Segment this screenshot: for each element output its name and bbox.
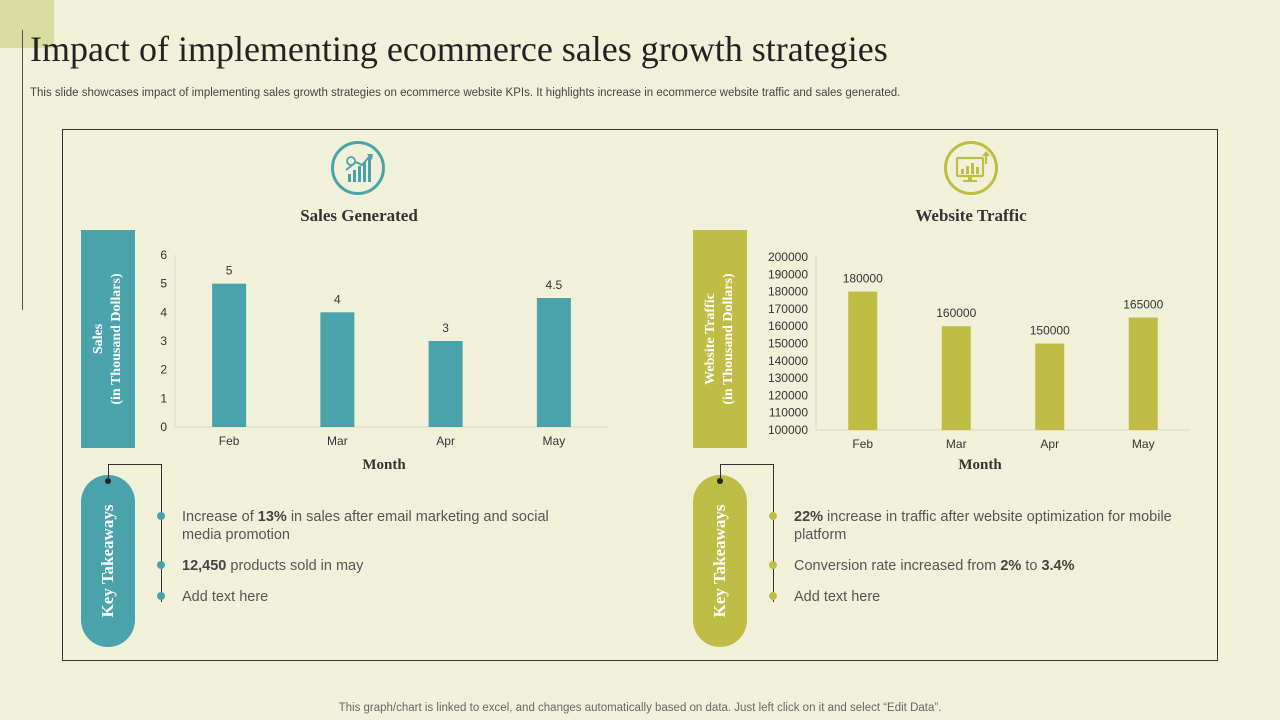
traffic-data-label: 160000 — [936, 306, 976, 320]
traffic-y-tick-label: 150000 — [768, 337, 808, 351]
traffic-bullet-2: Conversion rate increased from 2% to 3.4… — [794, 558, 1075, 574]
traffic-bar — [941, 326, 971, 430]
sales-bullet-3: Add text here — [182, 589, 269, 605]
traffic-x-tick-label: Apr — [1040, 437, 1059, 451]
traffic-bracket-line — [773, 464, 774, 602]
growth-chart-icon — [331, 141, 385, 195]
sales-bracket-top — [108, 464, 161, 465]
sales-bullet-dot — [157, 592, 165, 600]
sales-chart-title: Sales Generated — [300, 206, 418, 225]
traffic-y-tick-label: 160000 — [768, 319, 808, 333]
sales-bracket-stem — [108, 464, 109, 480]
sales-bar — [212, 283, 247, 427]
traffic-bullet-dot — [769, 561, 777, 569]
traffic-y-tick-label: 120000 — [768, 388, 808, 402]
sales-bracket-line — [161, 464, 162, 602]
monitor-analytics-icon — [944, 141, 998, 195]
sales-bar — [320, 312, 355, 427]
traffic-data-label: 165000 — [1123, 298, 1163, 312]
traffic-y-tick-label: 190000 — [768, 267, 808, 281]
sales-takeaways-label: Key Takeaways — [98, 504, 117, 618]
traffic-y-label-line1: Website Traffic — [703, 293, 718, 385]
sales-data-label: 3 — [442, 321, 449, 335]
sales-bar-chart: 0 1 2 3 4 5 6 5 Feb 4 Mar 3 Apr 4.5 May — [160, 248, 608, 448]
sales-y-tick-label: 1 — [160, 391, 167, 405]
content-frame — [62, 129, 1218, 661]
traffic-bar-chart: 100000 110000 120000 130000 140000 150000 1600… — [768, 250, 1190, 451]
traffic-x-tick-label: Mar — [946, 437, 967, 451]
sales-x-tick-label: Apr — [436, 434, 455, 448]
sales-x-tick-label: May — [543, 434, 566, 448]
traffic-y-tick-label: 130000 — [768, 371, 808, 385]
sales-x-tick-label: Feb — [219, 434, 240, 448]
traffic-bracket-top — [720, 464, 773, 465]
sales-bracket-dot — [105, 478, 111, 484]
traffic-bullet-dot — [769, 512, 777, 520]
sales-bullet-dot — [157, 512, 165, 520]
traffic-data-label: 150000 — [1030, 324, 1070, 338]
sales-y-label-line1: Sales — [91, 323, 106, 355]
traffic-y-tick-label: 170000 — [768, 302, 808, 316]
traffic-x-tick-label: Feb — [852, 437, 873, 451]
traffic-bar — [1035, 343, 1065, 430]
sales-bar — [428, 341, 463, 427]
sales-takeaways-pill: Key Takeaways — [81, 475, 135, 647]
corner-accent — [0, 0, 54, 48]
sales-y-tick-label: 5 — [160, 277, 167, 291]
sales-y-label-line2: (in Thousand Dollars) — [109, 273, 124, 405]
traffic-bracket-stem — [720, 464, 721, 480]
traffic-y-tick-label: 200000 — [768, 250, 808, 264]
traffic-data-label: 180000 — [843, 272, 883, 286]
traffic-y-tick-label: 180000 — [768, 285, 808, 299]
traffic-bullet-3: Add text here — [794, 589, 881, 605]
traffic-bar — [1128, 317, 1158, 430]
traffic-bullet-dot — [769, 592, 777, 600]
sales-bullet-dot — [157, 561, 165, 569]
sales-data-label: 5 — [226, 264, 233, 278]
traffic-y-label-line2: (in Thousand Dollars) — [721, 273, 736, 405]
traffic-chart-title: Website Traffic — [915, 206, 1027, 225]
sales-x-axis-label: Month — [362, 457, 406, 473]
page-subtitle: This slide showcases impact of implement… — [30, 87, 901, 99]
sales-data-label: 4 — [334, 292, 341, 306]
sales-data-label: 4.5 — [546, 278, 563, 292]
sales-y-tick-label: 2 — [160, 363, 167, 377]
title-rule — [22, 30, 23, 310]
traffic-y-axis-band: Website Traffic (in Thousand Dollars) — [693, 230, 747, 448]
sales-bullet-2: 12,450 products sold in may — [182, 558, 364, 574]
sales-y-tick-label: 3 — [160, 334, 167, 348]
sales-bar — [536, 298, 571, 427]
page-title: Impact of implementing ecommerce sales g… — [30, 29, 888, 69]
traffic-bullet-1: 22% increase in traffic after website op… — [794, 509, 1172, 543]
traffic-takeaways-pill: Key Takeaways — [693, 475, 747, 647]
sales-y-tick-label: 0 — [160, 420, 167, 434]
traffic-y-tick-label: 140000 — [768, 354, 808, 368]
footer-note: This graph/chart is linked to excel, and… — [338, 702, 942, 714]
sales-x-tick-label: Mar — [327, 434, 348, 448]
traffic-y-tick-label: 110000 — [769, 406, 808, 420]
sales-y-tick-label: 6 — [160, 248, 167, 262]
traffic-x-tick-label: May — [1132, 437, 1155, 451]
traffic-takeaways-label: Key Takeaways — [710, 504, 729, 618]
traffic-x-axis-label: Month — [958, 457, 1002, 473]
sales-y-tick-label: 4 — [160, 305, 167, 319]
sales-bullet-1: Increase of 13% in sales after email mar… — [182, 509, 549, 543]
traffic-bracket-dot — [717, 478, 723, 484]
sales-y-axis-band: Sales (in Thousand Dollars) — [81, 230, 135, 448]
traffic-y-tick-label: 100000 — [768, 423, 808, 437]
traffic-bar — [848, 291, 878, 430]
